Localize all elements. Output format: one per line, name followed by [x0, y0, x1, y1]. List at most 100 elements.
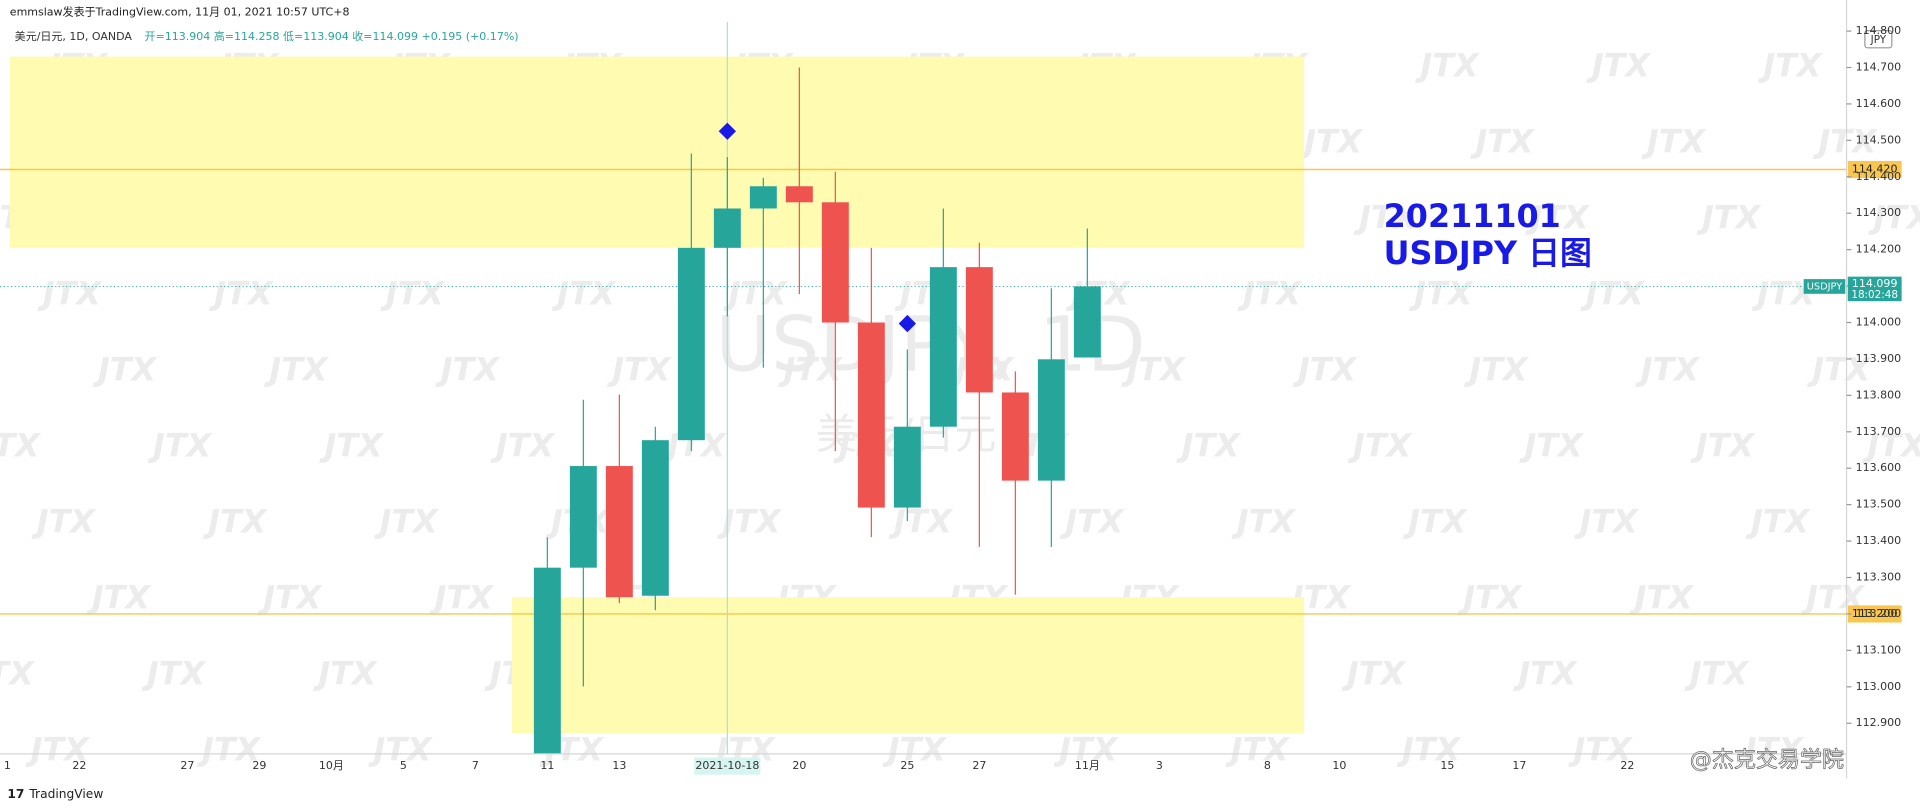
logo-watermark: JTX — [716, 502, 782, 540]
x-tick-label: 22 — [72, 759, 86, 772]
logo-watermark: JTX — [1347, 426, 1413, 464]
level-tag — [1847, 605, 1902, 623]
logo-watermark: JTX — [778, 350, 844, 388]
logo-watermark: JTX — [490, 426, 556, 464]
candle-body — [677, 247, 705, 441]
candle-body — [749, 186, 777, 209]
level-label: 113.200 — [1852, 607, 1898, 620]
logo-watermark: JTX — [1690, 426, 1756, 464]
x-tick-label: 27 — [180, 759, 194, 772]
logo-watermark: JTX — [196, 730, 262, 768]
y-tick-label: 113.500 — [1856, 498, 1902, 511]
logo-watermark: JTX — [257, 578, 323, 616]
logo-watermark: JTX — [1353, 198, 1419, 236]
logo-watermark: JTX — [435, 350, 501, 388]
candle-body — [965, 267, 993, 393]
logo-watermark: JTX — [1684, 654, 1750, 692]
logo-watermark: JTX — [429, 578, 495, 616]
logo-watermark: JTX — [1408, 274, 1474, 312]
logo-watermark: JTX — [1457, 578, 1523, 616]
logo-watermark: JTX — [1757, 46, 1823, 84]
x-tick-label: 11 — [540, 759, 554, 772]
logo-watermark: JTX — [1518, 426, 1584, 464]
y-tick-label: 112.900 — [1856, 716, 1902, 729]
y-tick-label: 113.000 — [1856, 680, 1902, 693]
y-tick-label: 114.000 — [1856, 316, 1902, 329]
marker — [718, 122, 737, 140]
x-tick-label: 13 — [612, 759, 626, 772]
logo-watermark: JTX — [1463, 350, 1529, 388]
x-tick-label: 15 — [1440, 759, 1454, 772]
branding: TradingView — [28, 787, 103, 801]
logo-watermark: JTX — [1414, 46, 1480, 84]
x-tick-label: 10 — [1332, 759, 1346, 772]
plot — [0, 67, 1847, 754]
logo-watermark: JTX — [888, 502, 954, 540]
logo-watermark: JTX — [723, 274, 789, 312]
logo-watermark: JTX — [1586, 46, 1652, 84]
candle-body — [893, 426, 921, 508]
y-tick-label: 113.700 — [1856, 425, 1902, 438]
crosshair-tag — [694, 757, 761, 775]
branding-logo: 17 — [7, 787, 24, 801]
logo-watermark: JTX — [882, 730, 948, 768]
logo-watermark: JTX — [312, 654, 378, 692]
logo-watermark: JTX — [1525, 198, 1591, 236]
y-tick-label: 114.500 — [1856, 133, 1902, 146]
logo-watermark: JTX — [263, 350, 329, 388]
countdown: 18:02:48 — [1851, 289, 1898, 301]
candle-body — [641, 440, 669, 596]
x-tick-label: 17 — [1512, 759, 1526, 772]
x-tick-label: 25 — [900, 759, 914, 772]
candle-body — [785, 186, 813, 203]
logo-watermark: JTX — [1574, 502, 1640, 540]
symbol-label: USDJPY — [1807, 281, 1842, 292]
logo-watermark: JTX — [1739, 730, 1805, 768]
logo-watermark: JTX — [1567, 730, 1633, 768]
logo-watermark: JTX — [1696, 198, 1762, 236]
x-tick-label: 1 — [4, 759, 11, 772]
y-tick-label: 113.300 — [1856, 571, 1902, 584]
y-tick-label: 114.200 — [1856, 243, 1902, 256]
x-tick-label: 2021-10-18 — [695, 759, 759, 772]
x-tick-label: 29 — [252, 759, 266, 772]
y-tick-label: 114.600 — [1856, 97, 1902, 110]
x-tick-label: 3 — [1156, 759, 1163, 772]
logo-watermark: JTX — [1806, 350, 1872, 388]
level-tag — [1847, 160, 1902, 179]
candle-body — [929, 267, 957, 427]
source-watermark: @杰克交易学院 — [1690, 748, 1844, 773]
logo-watermark: JTX — [92, 350, 158, 388]
currency: JPY — [1870, 34, 1887, 46]
candle-body — [713, 208, 741, 248]
logo-watermark: JTX — [380, 274, 446, 312]
x-tick-label: 22 — [1620, 759, 1634, 772]
logo-watermark: JTX — [141, 654, 207, 692]
logo-watermark: JTX — [1641, 122, 1707, 160]
annotation: 20211101 — [1384, 197, 1561, 235]
logo-watermark: JTX — [31, 502, 97, 540]
x-tick-label: 8 — [1264, 759, 1271, 772]
x-tick-label: 5 — [400, 759, 407, 772]
annotation: USDJPY 日图 — [1384, 234, 1592, 272]
logo-watermark: JTX — [1053, 730, 1119, 768]
candle-body — [605, 466, 633, 598]
x-tick-label: 10月 — [319, 759, 344, 772]
symbol-tag — [1803, 279, 1846, 294]
logo-watermark: JTX — [1237, 274, 1303, 312]
logo-watermark: JTX — [147, 426, 213, 464]
logo-watermark: JTX — [1341, 654, 1407, 692]
x-tick-label: 7 — [472, 759, 479, 772]
logo-watermark: JTX — [606, 350, 672, 388]
logo-watermark: JTX — [1402, 502, 1468, 540]
logo-watermark: JTX — [1629, 578, 1695, 616]
logo-watermark: JTX — [1225, 730, 1291, 768]
logo-watermark: JTX — [0, 654, 35, 692]
logo-watermark: JTX — [1812, 122, 1878, 160]
candle-body — [1037, 359, 1065, 481]
logo-watermark: JTX — [318, 426, 384, 464]
logo-watermark: JTX — [1176, 426, 1242, 464]
logo-watermark: JTX — [1292, 350, 1358, 388]
y-tick-label: 114.700 — [1856, 60, 1902, 73]
